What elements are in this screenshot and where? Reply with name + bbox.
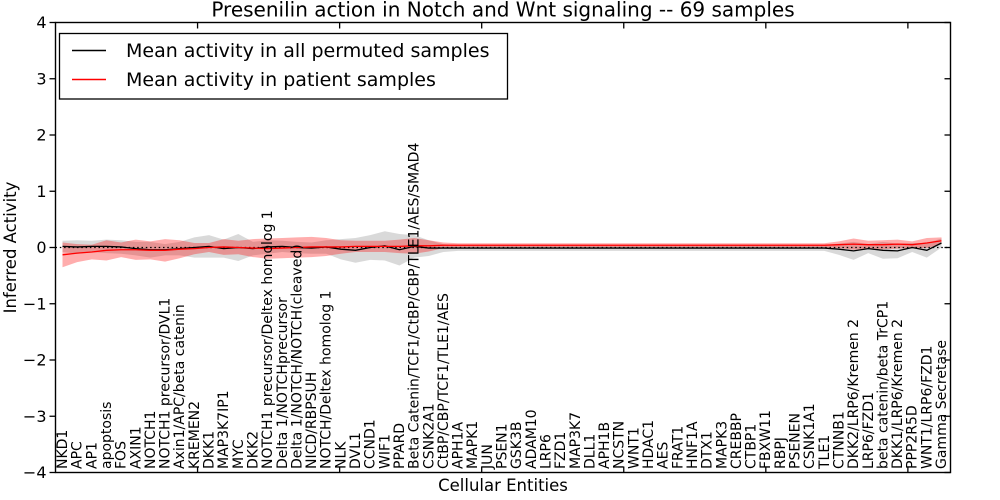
x-category-label: WNT1/LRP6/FZD1: [919, 346, 935, 469]
legend-label: Mean activity in all permuted samples: [126, 40, 489, 62]
x-category-label: NKD1: [55, 430, 71, 469]
y-tick-label: −3: [23, 407, 47, 426]
x-category-label: HNF1A: [685, 421, 701, 469]
x-category-label: NOTCH1: [143, 411, 159, 469]
x-category-label: FOS: [114, 441, 130, 469]
x-category-label: Axin1/APC/beta catenin: [172, 304, 188, 469]
x-category-label: DLL1: [582, 434, 598, 469]
x-category-label: Beta Catenin/TCF1/CtBP/CBP/TLE1/AES/SMAD…: [407, 143, 423, 469]
x-category-label: PPARD: [392, 423, 408, 469]
x-category-label: MAP3K7: [568, 412, 584, 469]
x-category-label: AES: [656, 442, 672, 469]
x-category-label: RBPJ: [773, 437, 789, 469]
y-tick-label: −2: [23, 351, 47, 370]
x-axis-label: Cellular Entities: [438, 476, 568, 495]
x-category-label: PSENEN: [788, 413, 804, 469]
y-tick-label: 3: [36, 69, 46, 88]
x-category-label: CCND1: [363, 419, 379, 469]
x-category-label: NOTCH1 precursor/DVL1: [158, 298, 174, 469]
x-category-label: KREMEN2: [187, 401, 203, 469]
x-category-label: AP1: [84, 442, 100, 469]
x-category-label: NOTCH1 precursor/Deltex homolog 1: [260, 210, 276, 469]
x-category-label: APH1B: [597, 422, 613, 469]
x-category-label: NCSTN: [612, 421, 628, 469]
x-category-label: DKK1: [202, 431, 218, 469]
x-category-label: PPP2R5D: [905, 405, 921, 469]
x-category-label: FZD1: [553, 432, 569, 469]
y-axis-label: Inferred Activity: [1, 181, 20, 313]
permuted-mean-line: [62, 242, 942, 252]
x-category-label: MAP3K7IP1: [216, 390, 232, 469]
x-category-label: Delta 1/NOTCH/NOTCH(cleaved): [289, 244, 305, 469]
y-tick-label: 4: [36, 13, 46, 32]
x-category-label: LRP6/FZD1: [861, 392, 877, 469]
x-category-label: CTBP1: [744, 424, 760, 469]
x-category-label: NICD/RBPSUH: [304, 372, 320, 469]
x-category-label: Gamma Secretase: [934, 340, 950, 469]
legend-label: Mean activity in patient samples: [126, 69, 436, 91]
x-category-label: DKK2: [245, 431, 261, 469]
x-category-label: WIF1: [377, 434, 393, 469]
x-category-label: CSNK2A1: [421, 403, 437, 469]
x-category-label: CREBBP: [729, 413, 745, 469]
x-category-label: PSEN1: [495, 423, 511, 469]
x-category-label: CSNK1A1: [802, 403, 818, 469]
x-category-label: APC: [70, 441, 86, 469]
x-category-label: NOTCH/Deltex homolog 1: [319, 291, 335, 469]
x-category-label: TLE1: [817, 435, 833, 470]
x-category-label: NLK: [333, 441, 349, 469]
x-category-label: DKK2/LRP6/Kremen 2: [846, 319, 862, 469]
x-category-label: DKK1/LRP6/Kremen 2: [890, 319, 906, 469]
x-category-label: AXIN1: [128, 426, 144, 469]
legend-box: [58, 32, 509, 100]
x-category-label: MYC: [231, 439, 247, 469]
x-category-label: DVL1: [348, 432, 364, 469]
x-category-label: FBXW11: [758, 410, 774, 469]
y-tick-label: 2: [36, 126, 46, 145]
y-tick-label: −1: [23, 294, 47, 313]
patient-mean-line: [62, 240, 942, 256]
patient-std-band: [62, 236, 942, 268]
y-tick-label: 0: [36, 238, 46, 257]
x-category-label: apoptosis: [99, 402, 115, 469]
x-category-label: DTX1: [700, 431, 716, 469]
x-category-label: FRAT1: [670, 426, 686, 469]
x-category-label: CtBP/CBP/TCF1/TLE1/AES: [436, 293, 452, 469]
chart-title: Presenilin action in Notch and Wnt signa…: [211, 0, 794, 22]
x-category-label: APH1A: [451, 422, 467, 469]
x-category-label: CTNNB1: [831, 411, 847, 469]
x-category-label: GSK3B: [509, 422, 525, 469]
x-category-label: HDAC1: [641, 420, 657, 469]
x-category-label: LRP6: [538, 434, 554, 469]
x-category-label: JUN: [480, 444, 496, 470]
x-category-label: MAPK3: [714, 421, 730, 469]
y-tick-label: −4: [23, 463, 47, 482]
x-category-label: Delta 1/NOTCHprecursor: [275, 297, 291, 469]
x-category-label: MAPK1: [465, 421, 481, 469]
y-tick-label: 1: [36, 182, 46, 201]
x-category-label: ADAM10: [524, 409, 540, 469]
x-category-label: beta catenin/beta TrCP1: [875, 301, 891, 469]
x-category-label: WNT1: [626, 427, 642, 469]
